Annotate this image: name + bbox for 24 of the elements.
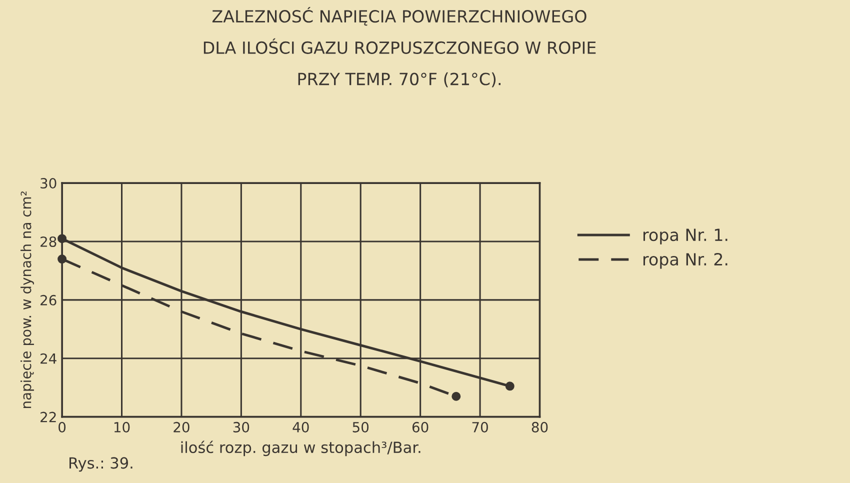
y-tick-label: 22: [40, 412, 56, 422]
y-tick-label: 28: [40, 236, 56, 247]
x-axis-title: ilość rozp. gazu w stopach³/Bar.: [181, 440, 420, 456]
y-tick-label: 30: [40, 178, 56, 189]
x-tick-label: 20: [174, 422, 190, 432]
x-tick-label: 70: [472, 422, 488, 432]
y-tick-label: 24: [40, 353, 56, 364]
y-tick-label: 26: [40, 294, 56, 306]
point: [58, 234, 67, 244]
legend-label: ropa Nr. 1.: [643, 228, 728, 244]
text: Rys.: 39.: [70, 457, 132, 472]
point: [505, 382, 514, 391]
x-tick-label: 30: [233, 422, 250, 432]
legend-label: ropa Nr. 2.: [643, 252, 728, 269]
chart-title: ZALEZNOSĆ NAPIĘCIA POWIERZCHNIOWEGO DLA ILOŚCI GAZU ROZPUSZCZONEGO W ROPIE PRZY TEMP. 70°F (21°C).: [204, 6, 596, 88]
point: [58, 254, 67, 264]
point: [452, 392, 461, 401]
x-tick-label: 80: [532, 422, 548, 432]
x-tick-label: 50: [352, 422, 369, 432]
x-tick-label: 0: [58, 422, 66, 432]
x-tick-label: 10: [114, 422, 130, 432]
x-tick-label: 60: [412, 422, 428, 432]
y-axis-title: napięcie pow. w dynach na cm²: [20, 191, 34, 408]
x-tick-label: 40: [292, 422, 309, 432]
